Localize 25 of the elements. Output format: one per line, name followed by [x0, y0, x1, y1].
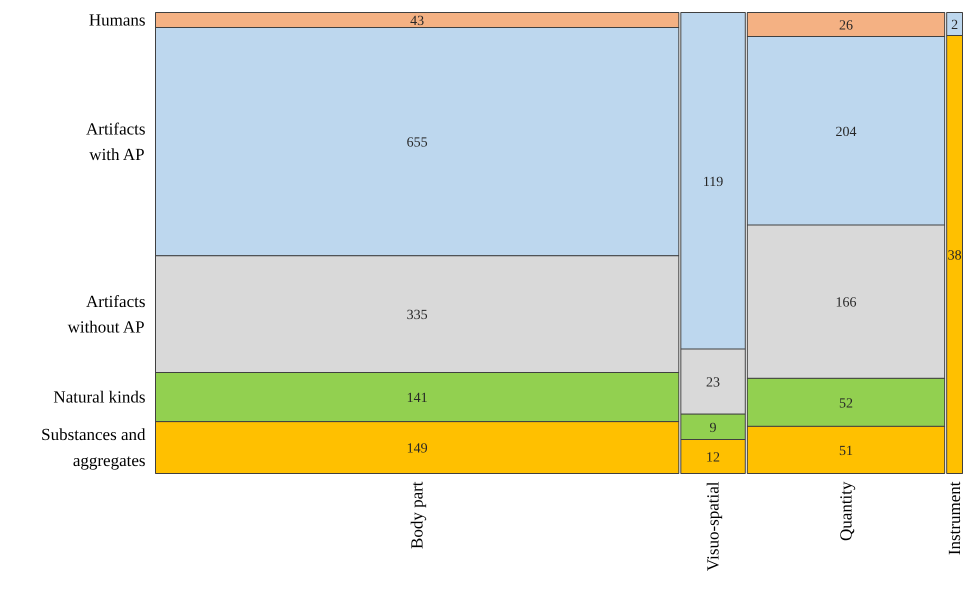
data-label: 2: [951, 18, 958, 34]
series-label: Substances and aggregates: [41, 425, 146, 470]
data-label: 51: [838, 444, 853, 459]
data-label: 38: [948, 248, 962, 264]
category-label: Quantity: [836, 481, 856, 541]
data-label: 141: [406, 391, 428, 406]
series-label: Humans: [88, 10, 146, 30]
data-label: 119: [702, 174, 724, 190]
data-label: 52: [838, 396, 853, 412]
category-label: Body part: [408, 481, 427, 550]
data-label: 9: [710, 420, 717, 436]
data-label: 12: [706, 450, 720, 466]
data-label: 149: [406, 442, 428, 457]
series-label: Artifacts with AP: [86, 119, 146, 164]
category-label: Instrument: [945, 481, 964, 556]
data-label: 655: [406, 136, 428, 151]
data-label: 166: [835, 296, 856, 311]
category-label: Visuo-spatial: [704, 481, 723, 572]
data-label: 43: [410, 14, 424, 29]
series-label: Artifacts without AP: [68, 292, 146, 336]
data-label: 26: [838, 18, 853, 34]
data-label: 204: [835, 124, 856, 140]
data-label: 335: [406, 308, 428, 324]
data-label: 23: [706, 376, 720, 391]
series-label: Natural kinds: [53, 388, 146, 407]
